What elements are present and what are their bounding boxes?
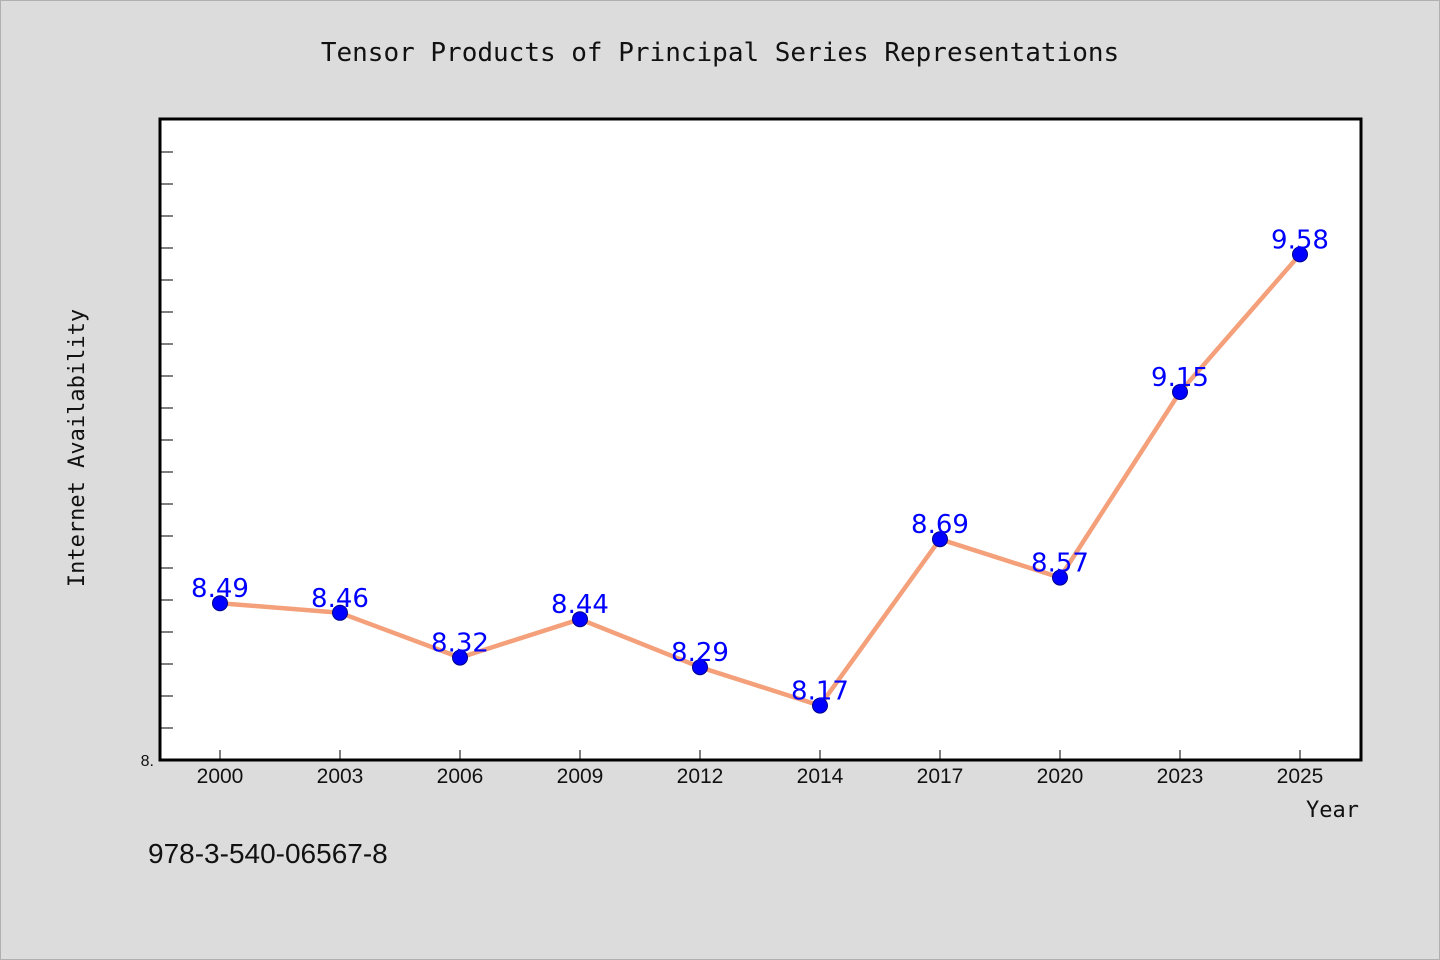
x-tick-label: 2009 <box>557 765 604 788</box>
data-point <box>452 649 468 666</box>
data-label: 8.57 <box>1031 549 1089 579</box>
x-tick-label: 2014 <box>797 765 844 788</box>
data-label: 8.44 <box>551 590 609 620</box>
x-tick-label: 2020 <box>1037 765 1084 788</box>
x-axis-ticks: 2000 2003 2006 2009 2012 2014 2017 2020 2023 2025 <box>197 750 1324 788</box>
y-axis-ticks: 8. <box>141 151 173 770</box>
x-tick-label: 2006 <box>437 765 484 788</box>
data-labels: 8.49 8.46 8.32 8.44 8.29 8.17 8.69 8.57 9.15 9.58 <box>191 225 1329 706</box>
data-label: 8.49 <box>191 574 249 604</box>
plot-area <box>158 117 1363 762</box>
data-label: 9.15 <box>1151 363 1209 393</box>
data-label: 8.29 <box>671 638 729 668</box>
y-axis-label: Internet Availability <box>65 309 90 587</box>
data-point <box>572 611 588 628</box>
data-point <box>212 595 228 612</box>
data-point <box>812 697 828 714</box>
x-tick-label: 2000 <box>197 765 244 788</box>
data-point <box>1172 384 1188 400</box>
data-label: 8.46 <box>311 584 369 614</box>
data-label: 9.58 <box>1271 225 1329 255</box>
data-point <box>932 531 948 548</box>
isbn-text: 978-3-540-06567-8 <box>148 838 388 869</box>
x-tick-label: 2025 <box>1277 765 1324 788</box>
data-markers <box>212 246 1308 714</box>
series-line-group <box>219 252 1302 708</box>
data-point <box>1052 569 1068 586</box>
x-axis-label: Year <box>1306 798 1359 823</box>
data-point <box>692 659 708 676</box>
y-tick-label: 8. <box>141 753 154 770</box>
data-label: 8.69 <box>911 510 969 540</box>
data-point <box>1292 246 1308 263</box>
data-label: 8.32 <box>431 629 489 659</box>
x-tick-label: 2023 <box>1157 765 1204 788</box>
x-tick-label: 2003 <box>317 765 364 788</box>
x-tick-label: 2017 <box>917 765 964 788</box>
x-tick-label: 2012 <box>677 765 724 788</box>
chart-title: Tensor Products of Principal Series Repr… <box>321 38 1119 68</box>
data-label: 8.17 <box>791 677 849 707</box>
data-point <box>332 604 348 621</box>
series-line <box>219 252 1302 708</box>
